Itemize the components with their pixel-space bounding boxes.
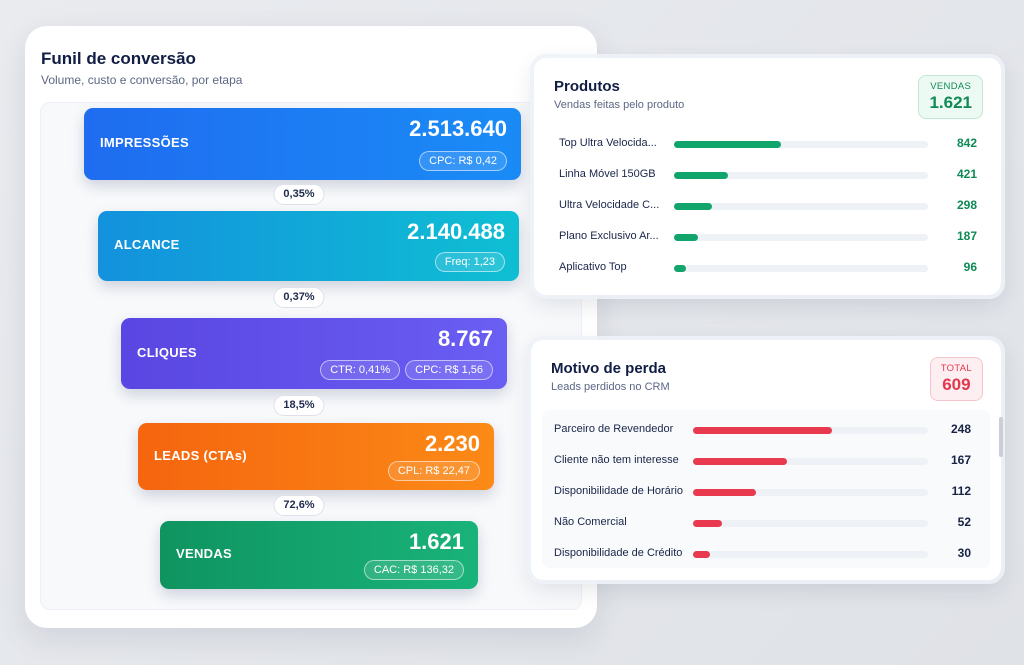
perda-row[interactable]: Não Comercial 52 — [539, 507, 993, 538]
bar-track — [674, 172, 928, 179]
conversion-rate-badge: 18,5% — [273, 395, 325, 416]
bar-fill — [674, 172, 728, 179]
bar-track — [693, 458, 928, 465]
bar-track — [693, 489, 928, 496]
produtos-row[interactable]: Linha Móvel 150GB 421 — [542, 159, 993, 190]
perda-scrollbar[interactable] — [999, 417, 1003, 457]
vendas-badge-caption: VENDAS — [930, 81, 972, 92]
funnel-title: Funil de conversão — [41, 49, 196, 68]
row-value: 421 — [956, 167, 977, 181]
produtos-title: Produtos — [554, 78, 620, 95]
stage-value: 1.621 — [408, 529, 464, 554]
produtos-subtitle: Vendas feitas pelo produto — [554, 99, 685, 111]
bar-fill — [674, 203, 712, 210]
funnel-subtitle: Volume, custo e conversão, por etapa — [41, 73, 243, 87]
stage-label: CLIQUES — [137, 344, 197, 360]
funnel-stage-4[interactable]: LEADS (CTAs) 2.230 CPL: R$ 22,47 — [138, 423, 494, 490]
row-value: 96 — [963, 260, 977, 274]
stage-metric-pill: CPC: R$ 0,42 — [419, 151, 507, 171]
total-badge-value: 609 — [942, 375, 971, 394]
perda-row[interactable]: Cliente não tem interesse 167 — [539, 445, 993, 476]
stage-value: 8.767 — [437, 326, 493, 351]
funnel-stage-3[interactable]: CLIQUES 8.767 CTR: 0,41% CPC: R$ 1,56 — [121, 318, 507, 389]
total-badge: TOTAL 609 — [929, 357, 983, 401]
bar-fill — [693, 520, 723, 527]
stage-metrics: CAC: R$ 136,32 — [363, 560, 464, 580]
produtos-card: Produtos Vendas feitas pelo produto VEND… — [530, 54, 1005, 299]
stage-metric-pill: CPC: R$ 1,56 — [405, 360, 493, 380]
produtos-row[interactable]: Plano Exclusivo Ar... 187 — [542, 221, 993, 252]
stage-metric-pill: CTR: 0,41% — [320, 360, 401, 380]
stage-value: 2.140.488 — [407, 219, 505, 244]
bar-track — [674, 265, 928, 272]
perda-title: Motivo de perda — [551, 360, 667, 377]
perda-card: Motivo de perda Leads perdidos no CRM TO… — [527, 336, 1005, 584]
bar-track — [674, 141, 928, 148]
funnel-stage-5[interactable]: VENDAS 1.621 CAC: R$ 136,32 — [160, 521, 478, 589]
row-value: 30 — [957, 546, 971, 560]
total-badge-caption: TOTAL — [940, 363, 972, 374]
bar-fill — [693, 551, 710, 558]
stage-metric-pill: CAC: R$ 136,32 — [363, 560, 464, 580]
row-label: Aplicativo Top — [559, 261, 627, 273]
produtos-row[interactable]: Ultra Velocidade C... 298 — [542, 190, 993, 221]
row-label: Parceiro de Revendedor — [554, 423, 674, 435]
bar-track — [693, 427, 928, 434]
row-label: Plano Exclusivo Ar... — [559, 230, 659, 242]
funnel-stage-2[interactable]: ALCANCE 2.140.488 Freq: 1,23 — [98, 211, 519, 281]
bar-fill — [693, 489, 756, 496]
row-label: Disponibilidade de Horário — [554, 485, 684, 497]
stage-value: 2.513.640 — [409, 116, 507, 141]
bar-fill — [693, 427, 832, 434]
stage-metrics: CPL: R$ 22,47 — [387, 461, 480, 481]
conversion-rate-badge: 0,35% — [273, 184, 325, 205]
perda-subtitle: Leads perdidos no CRM — [551, 381, 670, 393]
stage-label: ALCANCE — [114, 237, 180, 252]
stage-label: LEADS (CTAs) — [154, 447, 247, 463]
bar-fill — [674, 141, 781, 148]
produtos-row[interactable]: Aplicativo Top 96 — [542, 252, 993, 283]
row-value: 842 — [956, 136, 977, 150]
vendas-badge-value: 1.621 — [929, 93, 972, 112]
bar-fill — [693, 458, 787, 465]
row-value: 248 — [950, 422, 971, 436]
row-label: Não Comercial — [554, 516, 627, 528]
row-label: Ultra Velocidade C... — [559, 199, 660, 211]
stage-metric-pill: Freq: 1,23 — [434, 252, 505, 272]
bar-fill — [674, 234, 698, 241]
conversion-rate-badge: 0,37% — [273, 287, 325, 308]
bar-track — [674, 203, 928, 210]
row-label: Disponibilidade de Crédito — [554, 547, 683, 559]
stage-metrics: CPC: R$ 0,42 — [419, 151, 507, 171]
produtos-row[interactable]: Top Ultra Velocida... 842 — [542, 128, 993, 159]
row-value: 298 — [956, 198, 977, 212]
row-value: 167 — [950, 453, 971, 467]
row-label: Cliente não tem interesse — [554, 454, 679, 466]
perda-row[interactable]: Disponibilidade de Horário 112 — [539, 476, 993, 507]
stage-label: VENDAS — [176, 546, 232, 561]
perda-list[interactable]: Parceiro de Revendedor 248 Cliente não tem… — [539, 414, 993, 569]
conversion-rate-badge: 72,6% — [273, 495, 325, 516]
row-value: 187 — [956, 229, 977, 243]
row-value: 52 — [957, 515, 971, 529]
vendas-badge: VENDAS 1.621 — [918, 75, 983, 119]
stage-label: IMPRESSÕES — [100, 135, 189, 150]
funnel-card: Funil de conversão Volume, custo e conve… — [25, 26, 597, 628]
perda-row[interactable]: Disponibilidade de Crédito 30 — [539, 538, 993, 569]
bar-fill — [674, 265, 687, 272]
stage-value: 2.230 — [424, 431, 480, 456]
stage-metric-pill: CPL: R$ 22,47 — [387, 461, 480, 481]
bar-track — [674, 234, 928, 241]
row-value: 112 — [951, 484, 971, 498]
row-label: Linha Móvel 150GB — [559, 168, 656, 180]
perda-row[interactable]: Parceiro de Revendedor 248 — [539, 414, 993, 445]
row-label: Top Ultra Velocida... — [559, 137, 657, 149]
stage-metrics: CTR: 0,41% CPC: R$ 1,56 — [320, 360, 493, 380]
bar-track — [693, 551, 928, 558]
funnel-stage-1[interactable]: IMPRESSÕES 2.513.640 CPC: R$ 0,42 — [84, 108, 521, 180]
bar-track — [693, 520, 928, 527]
stage-metrics: Freq: 1,23 — [434, 252, 505, 272]
produtos-list: Top Ultra Velocida... 842 Linha Móvel 150G… — [542, 128, 993, 283]
